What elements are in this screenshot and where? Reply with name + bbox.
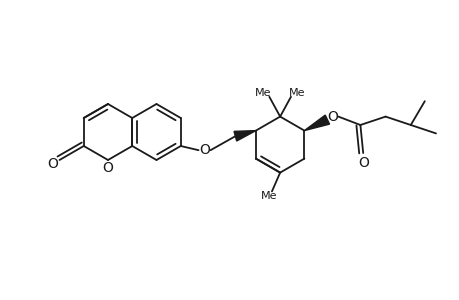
Text: O: O (102, 161, 113, 175)
Text: Me: Me (260, 191, 277, 201)
Text: O: O (357, 156, 368, 170)
Polygon shape (234, 130, 255, 141)
Polygon shape (304, 115, 329, 130)
Text: Me: Me (255, 88, 271, 98)
Text: Me: Me (288, 88, 304, 98)
Text: O: O (199, 143, 209, 157)
Text: O: O (47, 157, 58, 171)
Text: O: O (326, 110, 337, 124)
